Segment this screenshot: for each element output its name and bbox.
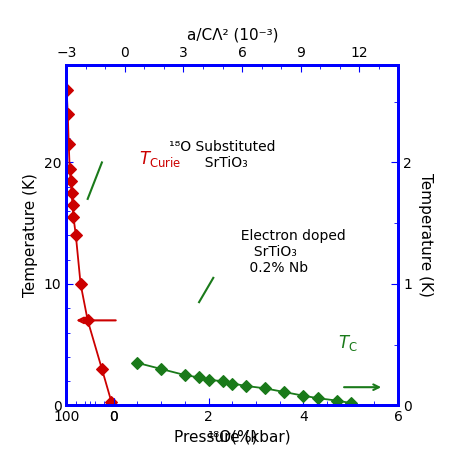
X-axis label: a/CΛ² (10⁻³): a/CΛ² (10⁻³) — [186, 27, 278, 42]
Y-axis label: Temperature (K): Temperature (K) — [23, 173, 38, 297]
Point — [108, 398, 115, 405]
Point — [69, 201, 76, 209]
X-axis label: Pressure (kbar): Pressure (kbar) — [174, 430, 291, 445]
Point — [243, 382, 250, 390]
Point — [98, 365, 106, 373]
Point — [65, 140, 73, 148]
Point — [64, 110, 72, 117]
Point — [84, 317, 91, 324]
Text: ¹⁸O Substituted
  SrTiO₃: ¹⁸O Substituted SrTiO₃ — [169, 140, 275, 170]
Point — [70, 213, 77, 221]
Point — [314, 394, 321, 402]
Point — [205, 376, 212, 384]
Point — [72, 232, 80, 239]
Point — [228, 380, 236, 387]
Point — [68, 189, 75, 197]
Point — [181, 371, 189, 379]
Point — [333, 397, 340, 404]
Y-axis label: Temperature (K): Temperature (K) — [418, 173, 433, 297]
Point — [77, 280, 84, 288]
X-axis label: ¹⁸O(%): ¹⁸O(%) — [207, 430, 257, 445]
Text: $T_{\rm C}$: $T_{\rm C}$ — [338, 333, 358, 353]
Point — [157, 365, 165, 373]
Point — [134, 359, 141, 367]
Point — [219, 377, 227, 385]
Text: Electron doped
     SrTiO₃
    0.2% Nb: Electron doped SrTiO₃ 0.2% Nb — [232, 228, 346, 275]
Point — [67, 177, 74, 185]
Point — [347, 399, 355, 407]
Point — [300, 392, 307, 399]
Point — [66, 165, 73, 172]
Point — [262, 385, 269, 392]
Text: $T_{\rm Curie}$: $T_{\rm Curie}$ — [139, 149, 182, 169]
Point — [195, 374, 203, 381]
Point — [63, 86, 71, 93]
Point — [281, 388, 288, 396]
